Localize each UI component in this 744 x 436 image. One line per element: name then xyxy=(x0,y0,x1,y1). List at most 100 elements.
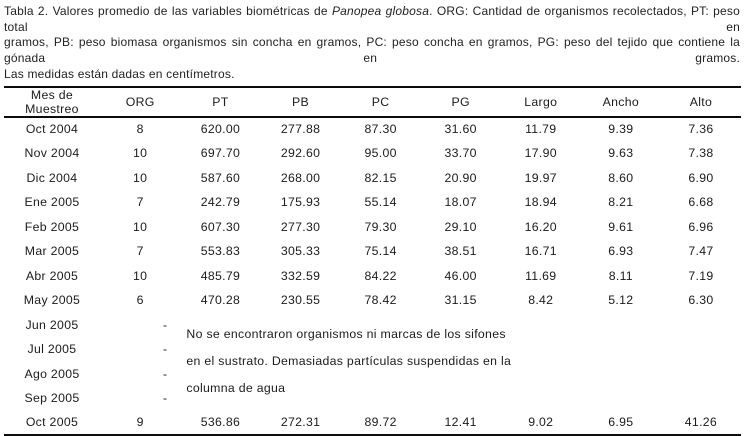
value-cell: 84.22 xyxy=(364,268,397,283)
column-header-alto: Alto xyxy=(660,85,741,118)
column-header-pc: PC xyxy=(340,85,421,118)
month-cell: Abr 2005 xyxy=(25,268,79,283)
value-cell: 16.71 xyxy=(524,244,557,259)
value-cell: 16.20 xyxy=(524,219,557,234)
note-cell: No se encontraron organismos ni marcas d… xyxy=(180,313,741,411)
value-cell: 9.02 xyxy=(500,410,581,436)
value-cell: 8.11 xyxy=(608,268,633,283)
dash: - xyxy=(162,391,168,406)
value-cell: 697.70 xyxy=(200,146,241,161)
dash-cell: - xyxy=(100,313,180,338)
dash: - xyxy=(162,342,168,357)
value-cell: 6 xyxy=(136,293,144,308)
value-cell: 19.97 xyxy=(524,170,557,185)
value-cell: 305.33 xyxy=(280,244,321,259)
value-cell: 7.47 xyxy=(688,244,714,259)
value-cell: 29.10 xyxy=(444,219,477,234)
value-cell: 6.68 xyxy=(688,195,714,210)
value-cell: 33.70 xyxy=(444,146,477,161)
value-cell: 17.90 xyxy=(524,146,557,161)
value-cell: 230.55 xyxy=(280,293,321,308)
table-row-empty: Ago 2005 - xyxy=(4,362,741,387)
table-row: Feb 2005 10 607.30 277.30 79.30 29.10 16… xyxy=(4,215,741,240)
value-cell: 6.90 xyxy=(688,170,714,185)
value-cell: 9.39 xyxy=(608,122,634,137)
column-header-org: ORG xyxy=(99,85,181,118)
value-cell: 78.42 xyxy=(364,293,397,308)
value-cell: 9.61 xyxy=(608,219,634,234)
month-cell: Feb 2005 xyxy=(24,219,80,234)
value-cell: 10 xyxy=(133,219,148,234)
value-cell: 31.60 xyxy=(444,122,477,137)
value-cell: 8.21 xyxy=(608,195,634,210)
value-cell: 10 xyxy=(133,146,148,161)
value-cell: 470.28 xyxy=(200,293,241,308)
value-cell: 10 xyxy=(133,170,148,185)
value-cell: 587.60 xyxy=(200,170,241,185)
value-cell: 18.07 xyxy=(444,195,477,210)
page: Tabla 2. Valores promedio de las variabl… xyxy=(4,4,741,436)
table-row: Mar 2005 7 553.83 305.33 75.14 38.51 16.… xyxy=(4,239,741,264)
value-cell: 175.93 xyxy=(280,195,321,210)
month-cell: Dic 2004 xyxy=(26,170,78,185)
value-cell: 31.15 xyxy=(444,293,477,308)
dash-cell: - xyxy=(100,362,180,387)
value-cell: 6.96 xyxy=(688,219,714,234)
value-cell: 12.41 xyxy=(420,410,501,436)
value-cell: 75.14 xyxy=(364,244,397,259)
column-header-largo: Largo xyxy=(500,85,581,118)
value-cell: 277.88 xyxy=(280,122,321,137)
table-row-empty: Sep 2005 - xyxy=(4,386,741,411)
value-cell: 11.79 xyxy=(525,122,557,137)
note-line: No se encontraron organismos ni marcas d… xyxy=(186,327,506,342)
column-header-pt: PT xyxy=(180,85,261,118)
value-cell: 7.38 xyxy=(688,146,714,161)
note-line: en el sustrato. Demasiadas partículas su… xyxy=(186,354,512,369)
value-cell: 18.94 xyxy=(524,195,557,210)
value-cell: 38.51 xyxy=(444,244,477,259)
column-header-mes: Mes de Muestreo xyxy=(4,85,100,118)
value-cell: 607.30 xyxy=(200,219,241,234)
column-header-ancho: Ancho xyxy=(580,85,661,118)
month-cell: Ene 2005 xyxy=(24,195,80,210)
value-cell: 9 xyxy=(99,410,181,436)
value-cell: 6.93 xyxy=(608,244,634,259)
value-cell: 55.14 xyxy=(364,195,397,210)
month-cell: Nov 2004 xyxy=(24,146,80,161)
value-cell: 9.63 xyxy=(608,146,634,161)
table-row-empty: Jun 2005 - No se encontraron organismos … xyxy=(4,313,741,395)
value-cell: 5.12 xyxy=(608,293,634,308)
caption-text: . ORG: Cantidad de organismos recolectad… xyxy=(4,4,740,34)
note-line: columna de agua xyxy=(186,381,286,396)
caption-line-2: gramos, PB: peso biomasa organismos sin … xyxy=(4,35,740,66)
biometric-table: Mes de Muestreo ORG PT PB PC PG Largo An… xyxy=(4,85,741,436)
value-cell: 7 xyxy=(136,195,144,210)
value-cell: 79.30 xyxy=(364,219,397,234)
month-cell: Ago 2005 xyxy=(24,366,80,381)
table-row: Oct 2004 8 620.00 277.88 87.30 31.60 11.… xyxy=(4,117,741,142)
value-cell: 7.19 xyxy=(688,268,714,283)
value-cell: 268.00 xyxy=(280,170,321,185)
value-cell: 8.42 xyxy=(528,293,554,308)
value-cell: 242.79 xyxy=(200,195,241,210)
value-cell: 87.30 xyxy=(364,122,397,137)
caption-line-1: Tabla 2. Valores promedio de las variabl… xyxy=(4,4,740,35)
month-cell: Jul 2005 xyxy=(27,342,77,357)
value-cell: 6.30 xyxy=(688,293,714,308)
value-cell: 8.60 xyxy=(608,170,634,185)
dash-cell: - xyxy=(100,386,180,411)
value-cell: 95.00 xyxy=(364,146,397,161)
value-cell: 485.79 xyxy=(200,268,241,283)
month-cell: May 2005 xyxy=(23,293,81,308)
caption-text: Tabla 2. Valores promedio de las variabl… xyxy=(4,4,332,18)
table-row: Ene 2005 7 242.79 175.93 55.14 18.07 18.… xyxy=(4,190,741,215)
table-caption: Tabla 2. Valores promedio de las variabl… xyxy=(4,4,740,83)
column-header-pg: PG xyxy=(420,85,501,118)
value-cell: 46.00 xyxy=(444,268,477,283)
month-cell: Sep 2005 xyxy=(24,391,80,406)
value-cell: 292.60 xyxy=(280,146,321,161)
table-row: May 2005 6 470.28 230.55 78.42 31.15 8.4… xyxy=(4,288,741,313)
value-cell: 7 xyxy=(136,244,144,259)
month-cell: Oct 2005 xyxy=(4,410,100,436)
dash: - xyxy=(162,366,168,381)
